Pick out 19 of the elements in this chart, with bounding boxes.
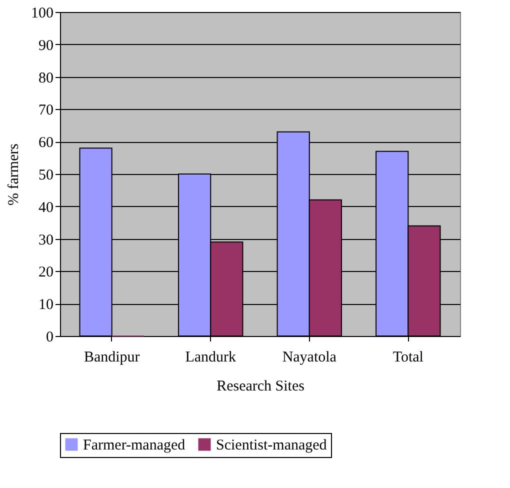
y-tick-label: 0 — [46, 330, 54, 346]
y-tick-label: 50 — [38, 168, 54, 184]
legend-label: Scientist-managed — [216, 438, 328, 454]
x-tick-label: Total — [392, 350, 424, 366]
legend-label: Farmer-managed — [83, 438, 186, 454]
y-tick-label: 70 — [38, 102, 54, 119]
y-tick-label: 60 — [38, 135, 54, 152]
y-tick-label: 40 — [38, 200, 54, 216]
y-tick-label: 80 — [38, 70, 54, 86]
y-tick-label: 90 — [38, 38, 54, 54]
y-tick-label: 10 — [38, 297, 54, 314]
x-axis-title: Research Sites — [216, 378, 305, 394]
x-tick-label: Nayatola — [282, 350, 337, 366]
y-axis-title: % farmers — [6, 143, 22, 206]
y-tick-label: 100 — [31, 6, 54, 22]
y-tick-label: 30 — [38, 232, 54, 248]
x-tick-label: Landurk — [185, 350, 237, 366]
x-tick-label: Bandipur — [84, 350, 140, 366]
y-tick-label: 20 — [38, 264, 54, 281]
